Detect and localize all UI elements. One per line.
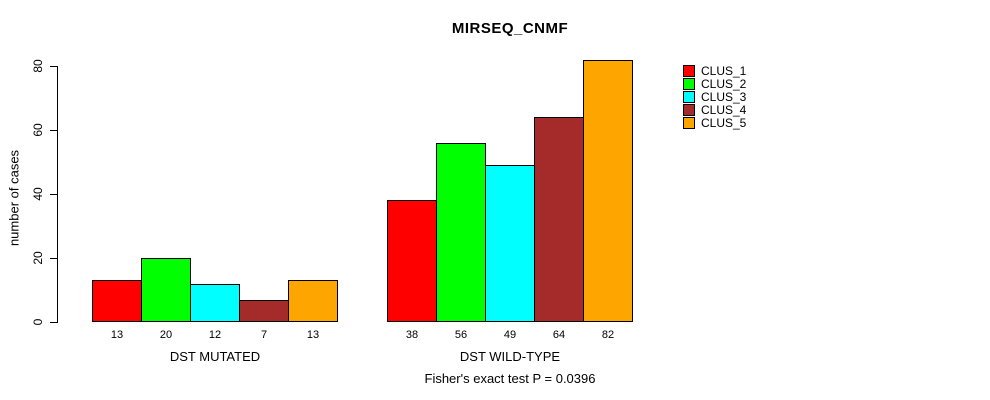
legend-item-clus-4: CLUS_4 (683, 104, 746, 116)
y-tick-mark (50, 65, 57, 67)
legend-item-clus-5: CLUS_5 (683, 117, 746, 129)
legend-label: CLUS_4 (701, 103, 747, 117)
legend-swatch-clus-3 (683, 91, 695, 103)
bar-value-label: 64 (552, 329, 566, 341)
bar-value-label: 12 (208, 329, 222, 341)
footnote-fishers-test: Fisher's exact test P = 0.0396 (424, 371, 596, 386)
bar-value-label: 7 (260, 329, 268, 341)
bar-value-label: 49 (503, 329, 517, 341)
legend-label: CLUS_1 (701, 64, 747, 78)
bar-clus-2-dst-wild-type (436, 143, 486, 322)
y-axis-label: number of cases (6, 149, 22, 247)
bar-clus-5-dst-mutated (288, 280, 338, 322)
y-tick-mark (50, 257, 57, 259)
legend-swatch-clus-5 (683, 117, 695, 129)
y-tick-mark (50, 129, 57, 131)
bar-clus-3-dst-mutated (190, 284, 240, 322)
y-tick-label: 20 (31, 251, 45, 265)
x-category-label-dst-mutated: DST MUTATED (169, 349, 261, 364)
legend: CLUS_1 CLUS_2 CLUS_3 CLUS_4 CLUS_5 (683, 65, 746, 130)
legend-item-clus-1: CLUS_1 (683, 65, 746, 77)
bar-clus-1-dst-wild-type (387, 200, 437, 322)
bar-clus-4-dst-wild-type (534, 117, 584, 322)
y-tick-mark (50, 321, 57, 323)
legend-label: CLUS_3 (701, 90, 747, 104)
legend-swatch-clus-2 (683, 78, 695, 90)
bar-value-label: 13 (110, 329, 124, 341)
bar-value-label: 56 (454, 329, 468, 341)
legend-swatch-clus-1 (683, 65, 695, 77)
bar-clus-2-dst-mutated (141, 258, 191, 322)
bar-clus-1-dst-mutated (92, 280, 142, 322)
y-tick-label: 40 (31, 187, 45, 201)
legend-label: CLUS_2 (701, 77, 747, 91)
x-category-label-dst-wild-type: DST WILD-TYPE (459, 349, 561, 364)
bar-value-label: 13 (306, 329, 320, 341)
y-tick-label: 0 (31, 318, 45, 326)
bar-clus-3-dst-wild-type (485, 165, 535, 322)
legend-swatch-clus-4 (683, 104, 695, 116)
y-tick-label: 80 (31, 59, 45, 73)
chart-title: MIRSEQ_CNMF (451, 20, 569, 37)
bar-clus-4-dst-mutated (239, 300, 289, 322)
bar-value-label: 82 (601, 329, 615, 341)
legend-label: CLUS_5 (701, 116, 747, 130)
y-tick-label: 60 (31, 123, 45, 137)
y-axis-line (57, 66, 58, 323)
bar-value-label: 38 (405, 329, 419, 341)
bar-clus-5-dst-wild-type (583, 60, 633, 322)
bar-value-label: 20 (159, 329, 173, 341)
legend-item-clus-2: CLUS_2 (683, 78, 746, 90)
legend-item-clus-3: CLUS_3 (683, 91, 746, 103)
y-tick-mark (50, 193, 57, 195)
